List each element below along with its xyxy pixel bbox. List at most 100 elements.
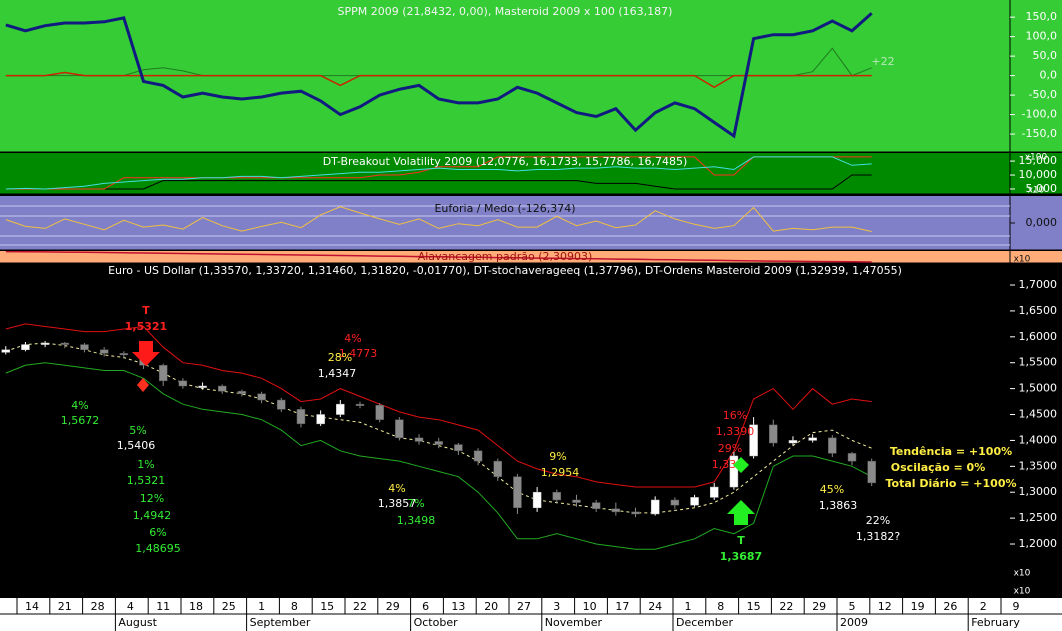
annotation: 16% (723, 409, 747, 422)
plot-area (1, 323, 876, 550)
annotation: 12% (140, 492, 164, 505)
y-tick-label: 100,0 (1026, 30, 1058, 43)
annotation: 1,5321 (127, 474, 166, 487)
annotation: 6% (149, 526, 166, 539)
candle-body (80, 344, 89, 351)
y-tick-label: 1,4000 (1019, 433, 1058, 446)
annotation: 7% (407, 497, 424, 510)
plot-area (5, 206, 872, 232)
series-line (5, 71, 872, 89)
month-label: September (250, 616, 311, 629)
series-line (5, 323, 872, 488)
x-tick-label: 11 (156, 600, 170, 613)
annotation: 1,33 (712, 458, 737, 471)
x-tick-label: 20 (484, 600, 498, 613)
candle-body (729, 455, 739, 488)
candle-body (277, 399, 286, 410)
panel-title: DT-Breakout Volatility 2009 (12,0776, 16… (323, 155, 688, 168)
panel-title: Euforia / Medo (-126,374) (434, 202, 575, 215)
annotation: 45% (820, 483, 844, 496)
panel: 1,7000 1,6500 1,6000 1,5500 1,5000 1,4500 1,40… (0, 263, 1062, 599)
x-tick-label: 4 (127, 600, 134, 613)
annotation: 9% (549, 450, 566, 463)
x-tick-label: 29 (812, 600, 826, 613)
x-tick-label: 1 (258, 600, 265, 613)
series-line (5, 251, 872, 263)
sell-arrow (132, 341, 160, 366)
month-label: November (545, 616, 603, 629)
y-tick-label: -150,0 (1022, 127, 1057, 140)
scale-note: x10 (1014, 569, 1031, 579)
x-tick-label: 8 (717, 600, 724, 613)
scale-note: x10 (1028, 186, 1045, 196)
month-label: October (414, 616, 458, 629)
candle-body (788, 440, 798, 444)
candle-body (296, 409, 306, 425)
x-tick-label: 6 (422, 600, 429, 613)
annotation: T (142, 304, 150, 317)
y-tick-label: -50,0 (1029, 88, 1057, 101)
x-tick-label: 8 (291, 600, 298, 613)
annotation: 5% (129, 424, 146, 437)
annotation: 1,4773 (339, 347, 378, 360)
month-label: 2009 (840, 616, 868, 629)
y-tick-label: 1,6500 (1019, 304, 1058, 317)
x-tick-label: 22 (779, 600, 793, 613)
x-tick-label: 24 (648, 600, 662, 613)
buy-arrow (727, 500, 755, 525)
x-tick-label: 10 (583, 600, 597, 613)
y-tick-label: 5,000 (1026, 182, 1058, 195)
x-tick-label: 9 (1013, 600, 1020, 613)
y-tick-label: 1,4500 (1019, 408, 1058, 421)
annotation: Total Diário = +100% (885, 477, 1016, 490)
y-tick-label: 15,000 (1019, 154, 1058, 167)
x-tick-label: 22 (353, 600, 367, 613)
candle-body (454, 444, 463, 452)
candle-body (532, 491, 542, 509)
candle-body (709, 486, 719, 498)
candle-body (375, 404, 384, 420)
y-tick-label: 1,3500 (1019, 459, 1058, 472)
x-tick-label: 12 (878, 600, 892, 613)
scale-note: x10 (1014, 255, 1031, 265)
candle-body (316, 414, 325, 425)
candle-body (99, 349, 109, 354)
annotation: 28% (328, 351, 352, 364)
y-tick-label: 1,2500 (1019, 511, 1058, 524)
candle-body (847, 453, 857, 462)
x-tick-label: 25 (222, 600, 236, 613)
annotation: 1,3390 (716, 425, 755, 438)
annotation: 1,4942 (133, 509, 172, 522)
y-tick-label: 1,3000 (1019, 485, 1058, 498)
candle-body (572, 499, 581, 503)
buy-marker (733, 457, 749, 473)
annotation: 1,5672 (61, 414, 100, 427)
candle-body (513, 476, 522, 509)
month-label: February (971, 616, 1020, 629)
y-tick-label: 1,2000 (1019, 537, 1058, 550)
candle-body (670, 499, 680, 506)
panel-background (0, 263, 1062, 598)
annotation: Tendência = +100% (890, 445, 1012, 458)
candle-body (237, 390, 247, 395)
candle-body (867, 460, 876, 484)
panel-background (0, 196, 1062, 250)
month-label: August (118, 616, 157, 629)
month-label: December (676, 616, 734, 629)
y-tick-label: 1,5500 (1019, 356, 1058, 369)
y-tick-label: 10,000 (1019, 168, 1058, 181)
candle-body (552, 491, 562, 501)
scale-note: x100 (1025, 153, 1048, 163)
annotation: 1,5321 (125, 320, 167, 333)
x-tick-label: 19 (911, 600, 925, 613)
x-tick-label: 26 (943, 600, 957, 613)
candle-body (198, 385, 207, 388)
x-tick-label: 13 (451, 600, 465, 613)
candle-body (60, 342, 70, 345)
candle-body (611, 508, 621, 513)
y-tick-label: -100,0 (1022, 108, 1057, 121)
plot-area (5, 12, 873, 139)
panel-title: SPPM 2009 (21,8432, 0,00), Masteroid 200… (338, 5, 673, 18)
series-line (5, 12, 873, 139)
